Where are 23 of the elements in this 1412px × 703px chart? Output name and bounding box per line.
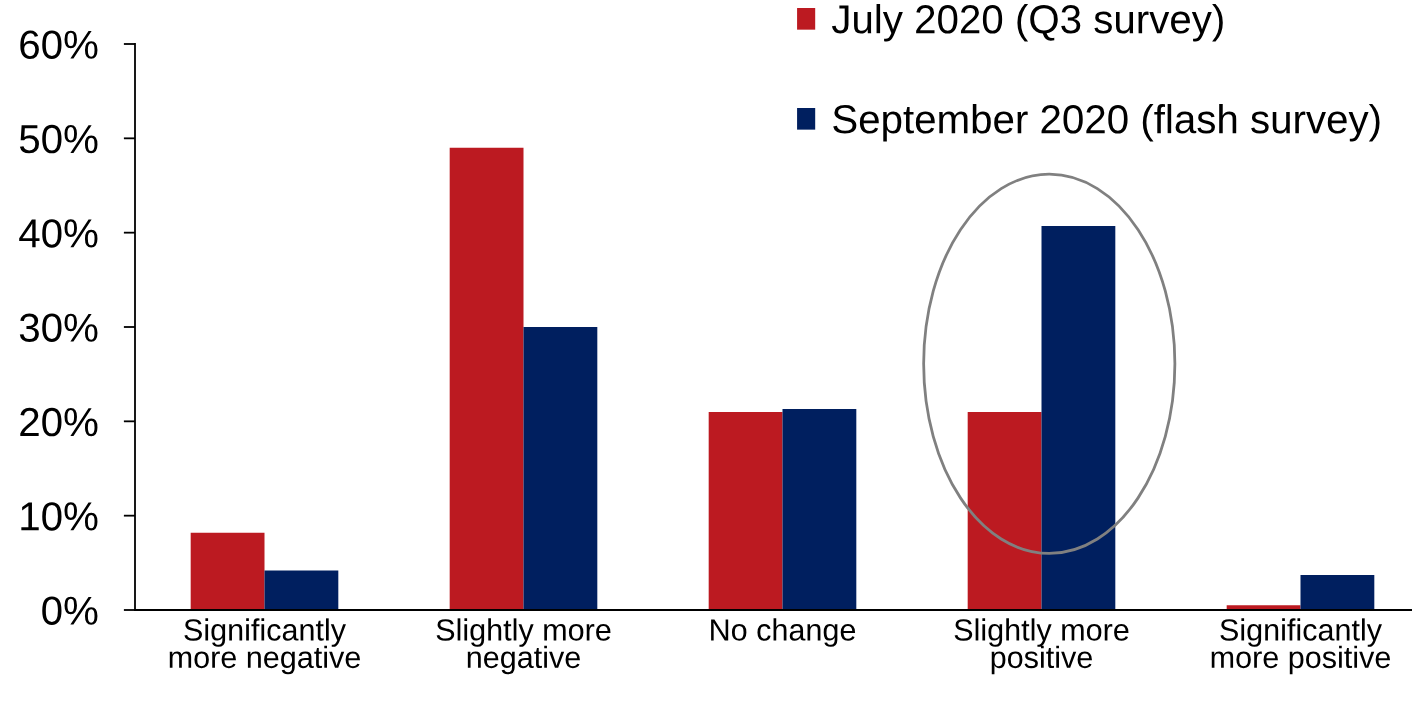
bar [264, 570, 339, 610]
bar [967, 411, 1042, 610]
y-tick-label: 50% [19, 124, 98, 154]
bar [1300, 575, 1375, 610]
y-tick-label: 10% [21, 502, 98, 531]
legend-label: September 2020 (flash survey) [833, 103, 1380, 142]
bar [1041, 226, 1116, 610]
bar [523, 327, 598, 610]
y-tick-label: 0% [42, 596, 98, 625]
x-tick-label: Significantly more negative [169, 618, 360, 675]
x-tick-label: Slightly more positive [954, 618, 1129, 675]
bar [708, 411, 783, 610]
bar [449, 147, 524, 610]
x-tick-label: Significantly more positive [1211, 618, 1390, 675]
legend-label: July 2020 (Q3 survey) [831, 4, 1223, 42]
bar [190, 532, 265, 610]
y-tick-label: 20% [20, 407, 98, 437]
x-tick-label: Slightly more negative [436, 618, 611, 675]
y-tick-label: 30% [19, 313, 98, 342]
y-tick-label: 40% [19, 219, 98, 248]
x-tick-label: No change [711, 618, 856, 647]
y-tick-label: 60% [20, 30, 98, 59]
bar [782, 409, 857, 610]
